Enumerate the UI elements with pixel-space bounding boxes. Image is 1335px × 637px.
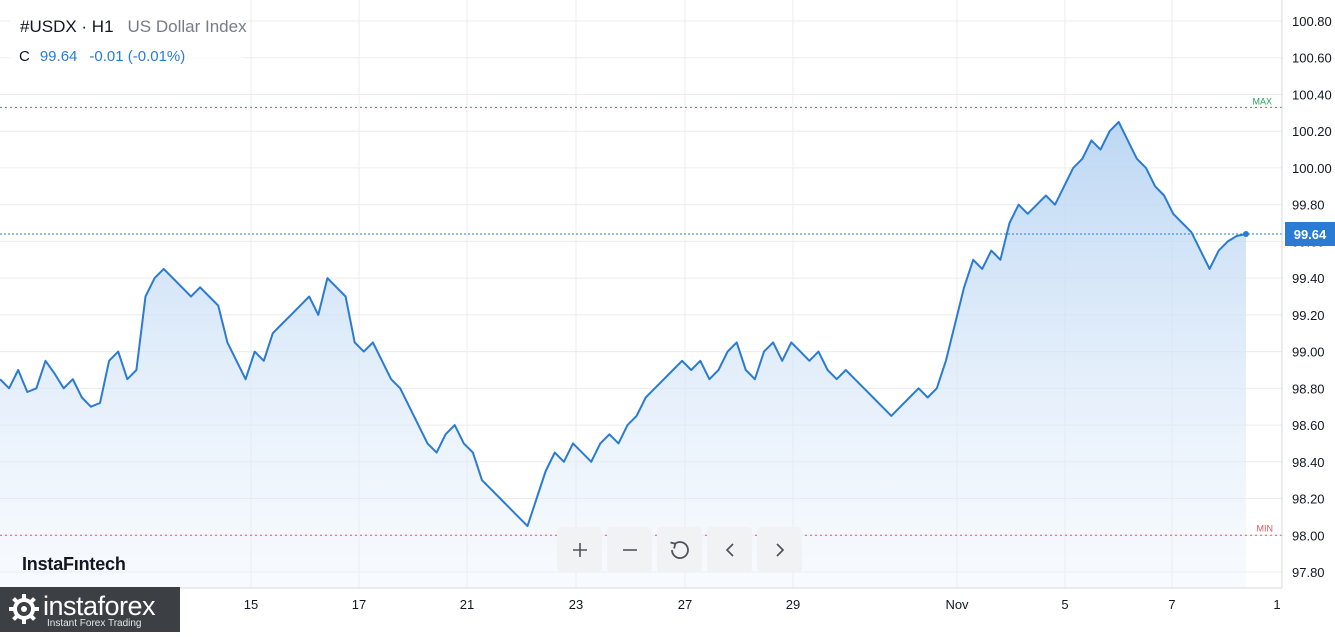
change-value: -0.01 (-0.01%)	[89, 48, 186, 65]
chart-controls	[557, 527, 802, 573]
y-tick-label: 97.80	[1292, 565, 1325, 580]
chart-header: #USDX · H1 US Dollar Index C 99.64 -0.01 (-…	[10, 10, 247, 72]
y-tick-label: 99.80	[1292, 198, 1325, 213]
scroll-right-button[interactable]	[757, 527, 802, 572]
y-tick-label: 100.40	[1292, 87, 1332, 102]
y-tick-label: 99.20	[1292, 308, 1325, 323]
y-tick-label: 98.40	[1292, 455, 1325, 470]
x-tick-label: 15	[244, 597, 258, 612]
area-fill	[0, 122, 1246, 588]
y-tick-label: 98.00	[1292, 528, 1325, 543]
instrument-name: US Dollar Index	[127, 17, 247, 36]
chevron-right-icon	[775, 542, 784, 557]
y-tick-label: 100.20	[1292, 124, 1332, 139]
x-tick-label: 23	[569, 597, 583, 612]
y-tick-label: 98.80	[1292, 381, 1325, 396]
y-tick-label: 99.00	[1292, 345, 1325, 360]
scroll-left-button[interactable]	[707, 527, 752, 572]
x-tick-label: 17	[352, 597, 366, 612]
close-label: C	[19, 48, 30, 65]
y-tick-label: 98.60	[1292, 418, 1325, 433]
y-tick-label: 100.80	[1292, 14, 1332, 29]
y-tick-label: 100.00	[1292, 161, 1332, 176]
min-label: MIN	[1257, 523, 1274, 533]
x-tick-label: 7	[1168, 597, 1175, 612]
zoom-out-button[interactable]	[607, 527, 652, 572]
zoom-in-button[interactable]	[557, 527, 602, 572]
plus-icon	[572, 542, 587, 557]
y-tick-label: 100.60	[1292, 51, 1332, 66]
x-tick-label: Nov	[945, 597, 969, 612]
x-tick-label: 1	[1273, 597, 1280, 612]
logo-subtitle: Instant Forex Trading	[47, 618, 142, 629]
last-price-tag: 99.64	[1285, 222, 1335, 247]
x-tick-label: 5	[1061, 597, 1068, 612]
brand-watermark: InstaFıntech	[22, 554, 126, 574]
y-tick-label: 99.40	[1292, 271, 1325, 286]
series-line	[0, 121, 1247, 528]
max-label: MAX	[1252, 96, 1272, 106]
x-tick-label: 21	[460, 597, 474, 612]
minus-icon	[622, 548, 637, 551]
y-tick-label: 98.20	[1292, 492, 1325, 507]
logo-title: instaforex	[43, 591, 156, 621]
symbol-label: #USDX · H1	[20, 17, 114, 36]
chevron-left-icon	[725, 542, 734, 557]
instaforex-logo[interactable]: instaforex Instant Forex Trading	[0, 587, 180, 632]
reset-button[interactable]	[657, 527, 702, 572]
x-tick-label: 27	[678, 597, 692, 612]
reset-icon	[669, 540, 689, 559]
logo-mark-icon	[9, 594, 39, 624]
close-value: 99.64	[39, 48, 78, 65]
x-tick-label: 29	[786, 597, 800, 612]
